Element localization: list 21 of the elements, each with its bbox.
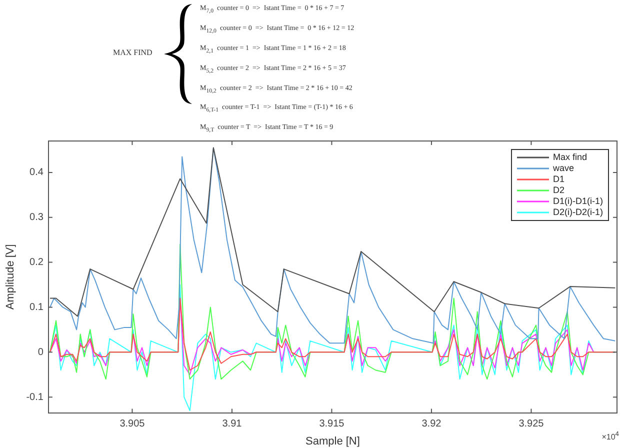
y-tick-label: -0.1 [26,392,44,403]
text: ×10$^{4}$ [602,431,619,442]
x-tick-label: 3.905 [120,418,146,430]
y-tick-label: 0.2 [30,257,44,268]
legend-label: D1 [553,174,565,184]
y-tick-label: 0 [38,346,44,358]
legend-label: D2(i)-D2(i-1) [553,206,604,217]
y-axis-title: Amplitude [V] [4,244,17,310]
y-tick-label: 0.3 [30,212,44,224]
x-tick-label: 3.915 [319,418,345,430]
legend-label: D1(i)-D1(i-1) [553,196,604,206]
x-axis-title: Sample [N] [306,435,360,448]
legend-label: D2 [553,184,565,195]
text: MAX FIND [113,48,152,57]
x-tick-label: 3.91 [222,418,242,430]
legend-label: Max find [553,152,588,162]
x-tick-label: 3.92 [422,418,442,430]
x-tick-label: 3.925 [518,418,544,430]
legend-label: wave [552,162,574,173]
y-tick-label: 0.1 [30,302,44,313]
y-tick-label: 0.4 [30,167,44,178]
